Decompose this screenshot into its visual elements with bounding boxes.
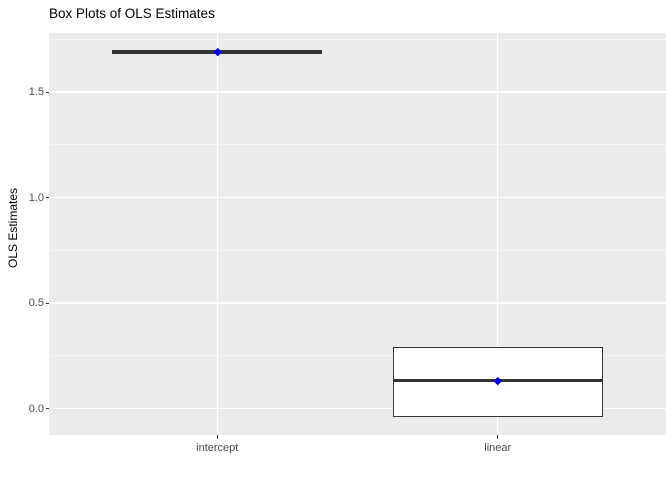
x-tick-mark	[216, 435, 218, 439]
gridline-minor-y	[49, 355, 666, 357]
y-tick-mark	[45, 408, 49, 410]
gridline-major-y	[49, 91, 666, 93]
gridline-major-x	[496, 33, 499, 435]
x-tick-label: intercept	[196, 442, 239, 454]
y-tick-mark	[45, 91, 49, 93]
y-tick-label: 0.5	[28, 297, 44, 310]
y-tick-label: 0.0	[28, 402, 44, 415]
y-tick-label: 1.0	[28, 191, 44, 204]
x-tick-label: linear	[484, 442, 512, 454]
gridline-minor-y	[49, 144, 666, 146]
plot-panel	[49, 33, 666, 435]
chart-title: Box Plots of OLS Estimates	[49, 6, 215, 21]
gridline-major-x	[216, 33, 219, 435]
gridline-minor-y	[49, 38, 666, 40]
gridline-major-y	[49, 407, 666, 410]
x-tick-mark	[497, 435, 499, 439]
y-tick-mark	[45, 197, 49, 199]
gridline-major-y	[49, 196, 666, 199]
y-tick-label: 1.5	[28, 86, 44, 99]
gridline-major-y	[49, 302, 666, 304]
y-tick-mark	[45, 302, 49, 304]
gridline-minor-y	[49, 249, 666, 251]
mean-point	[213, 48, 222, 56]
